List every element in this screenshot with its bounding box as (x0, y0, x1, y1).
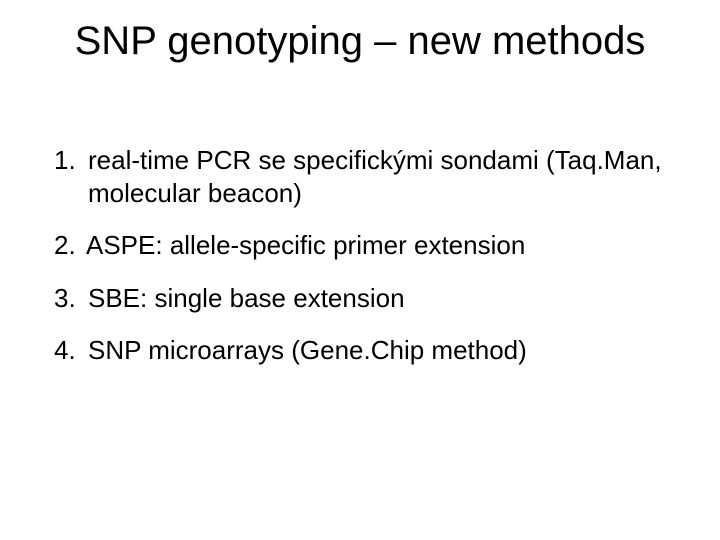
list-item-text: ASPE: allele-specific primer extension (86, 229, 670, 262)
list-item-text: SNP microarrays (Gene.Chip method) (88, 334, 670, 367)
list-item: 2. ASPE: allele-specific primer extensio… (54, 229, 670, 262)
slide-title: SNP genotyping – new methods (50, 18, 670, 64)
list-item: 3. SBE: single base extension (54, 282, 670, 315)
list-item-text: SBE: single base extension (88, 282, 670, 315)
list-item-number: 4. (54, 334, 88, 367)
methods-list: 1. real-time PCR se specifickými sondami… (50, 144, 670, 367)
list-item-number: 3. (54, 282, 88, 315)
list-item: 4. SNP microarrays (Gene.Chip method) (54, 334, 670, 367)
list-item-number: 1. (54, 144, 88, 209)
list-item-number: 2. (54, 229, 86, 262)
list-item: 1. real-time PCR se specifickými sondami… (54, 144, 670, 209)
slide: SNP genotyping – new methods 1. real-tim… (0, 0, 720, 540)
list-item-text: real-time PCR se specifickými sondami (T… (88, 144, 670, 209)
